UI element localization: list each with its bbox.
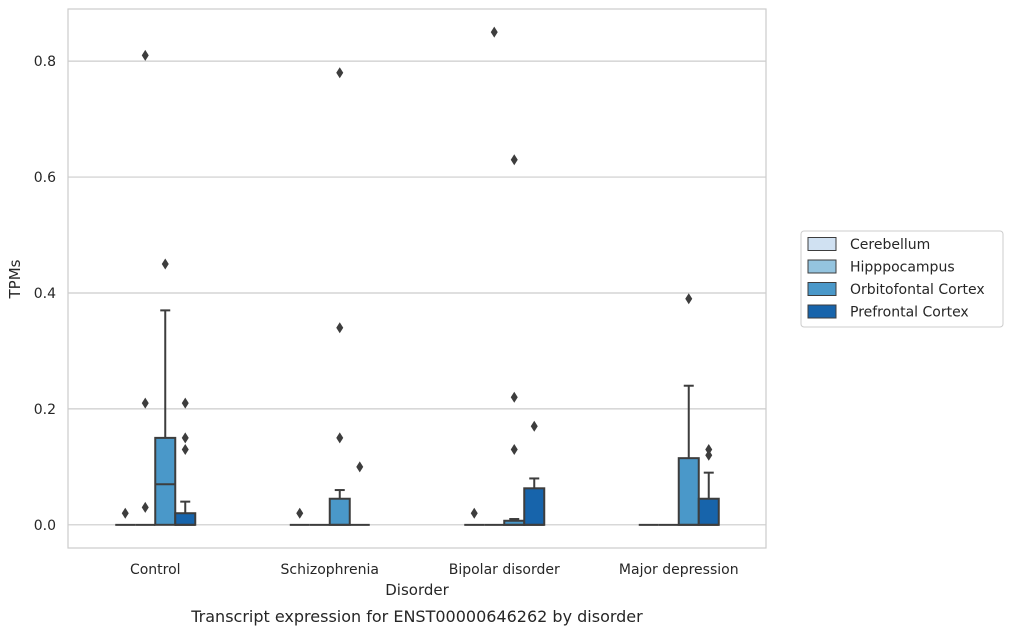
box-body xyxy=(523,487,546,526)
outlier-point xyxy=(336,67,344,79)
outlier-point xyxy=(336,432,344,444)
outlier-point xyxy=(181,443,189,455)
chart-caption: Transcript expression for ENST0000064626… xyxy=(190,607,643,626)
x-axis-ticks: Control Schizophrenia Bipolar disorder Majo… xyxy=(130,562,739,578)
outlier-point xyxy=(530,420,538,432)
box-group xyxy=(154,258,177,526)
x-tick-label: Major depression xyxy=(619,562,739,578)
outlier-point xyxy=(510,443,518,455)
y-axis-ticks: 0.0 0.2 0.4 0.6 0.8 xyxy=(34,54,56,534)
y-tick-label: 0.4 xyxy=(34,286,56,302)
legend: Cerebellum Hipppocampus Orbitofontal Corte… xyxy=(800,230,1004,328)
box-group xyxy=(697,443,720,526)
box-group xyxy=(328,67,351,526)
outlier-point xyxy=(685,293,693,305)
outlier-point xyxy=(141,501,149,513)
outlier-point xyxy=(141,397,149,409)
box-group xyxy=(115,507,136,526)
y-axis-label: TPMs xyxy=(6,259,24,299)
outlier-point xyxy=(296,507,304,519)
x-tick-label: Bipolar disorder xyxy=(449,562,560,578)
box-group xyxy=(484,26,505,526)
legend-entry-label: Hipppocampus xyxy=(850,260,955,276)
outlier-point xyxy=(705,443,713,455)
plot-area-frame xyxy=(67,8,767,549)
x-tick-label: Control xyxy=(130,562,181,578)
box-group xyxy=(174,397,197,526)
box-group xyxy=(503,154,526,526)
outlier-point xyxy=(336,322,344,334)
outlier-point xyxy=(510,154,518,166)
x-tick-label: Schizophrenia xyxy=(281,562,379,578)
y-tick-label: 0.0 xyxy=(34,518,56,534)
legend-frame xyxy=(800,230,1004,328)
outlier-point xyxy=(470,507,478,519)
box-group xyxy=(523,420,546,526)
legend-swatch xyxy=(807,259,837,274)
box-group xyxy=(135,49,156,526)
box-body xyxy=(154,436,177,526)
outlier-point xyxy=(141,49,149,61)
outlier-point xyxy=(490,26,498,38)
box-body xyxy=(328,497,351,526)
legend-swatch xyxy=(807,304,837,319)
y-tick-label: 0.6 xyxy=(34,170,56,186)
outlier-point xyxy=(121,507,129,519)
y-tick-label: 0.2 xyxy=(34,402,56,418)
box-body xyxy=(174,512,197,526)
y-tick-label: 0.8 xyxy=(34,54,56,70)
legend-entry-label: Orbitofontal Cortex xyxy=(850,282,985,298)
box-body xyxy=(697,497,720,526)
outlier-point xyxy=(510,391,518,403)
legend-swatch xyxy=(807,237,837,251)
box-group xyxy=(464,507,485,526)
legend-entry-label: Prefrontal Cortex xyxy=(850,305,969,321)
x-axis-label: Disorder xyxy=(385,581,449,599)
outlier-point xyxy=(161,258,169,270)
box-group xyxy=(349,461,370,526)
box-group xyxy=(677,293,700,526)
outlier-point xyxy=(181,432,189,444)
outlier-point xyxy=(181,397,189,409)
box-group xyxy=(289,507,310,526)
outlier-point xyxy=(705,449,713,461)
legend-swatch xyxy=(807,282,837,296)
box-marks xyxy=(115,26,720,526)
legend-entry-label: Cerebellum xyxy=(850,237,930,253)
outlier-point xyxy=(356,461,364,473)
box-body xyxy=(677,457,700,526)
